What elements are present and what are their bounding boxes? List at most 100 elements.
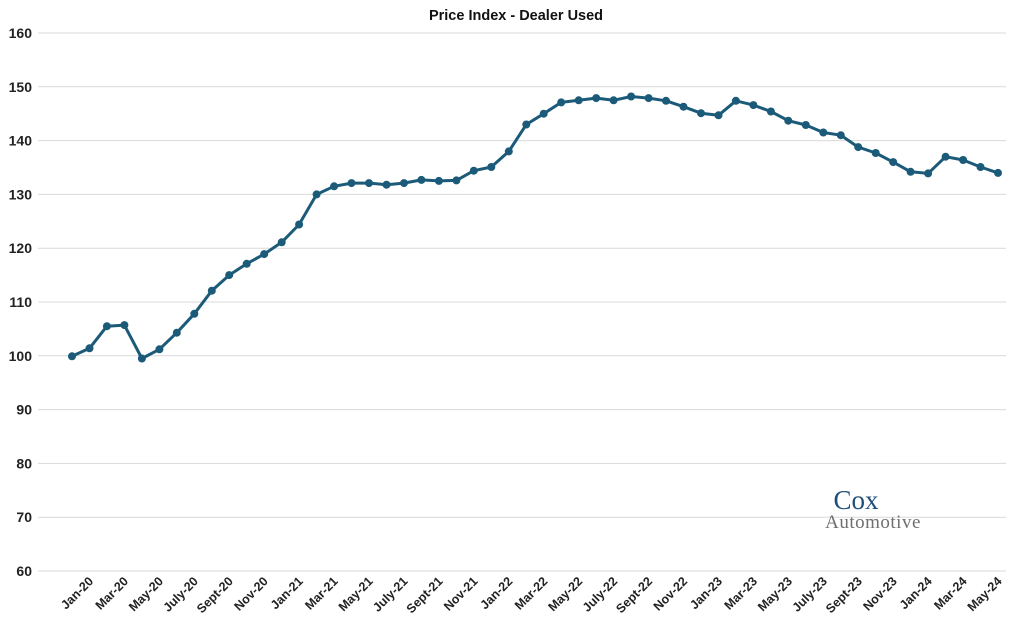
- data-point: [539, 109, 548, 118]
- x-tick-label: Sept-22: [613, 574, 655, 616]
- data-point: [766, 107, 775, 116]
- data-point: [365, 179, 373, 188]
- data-point: [714, 111, 723, 120]
- data-point: [819, 128, 828, 137]
- data-point: [731, 96, 740, 105]
- gridlines: [38, 32, 1006, 572]
- x-tick-label: Nov-22: [651, 574, 690, 613]
- data-point: [784, 116, 793, 125]
- data-point: [382, 180, 391, 189]
- data-point: [347, 179, 356, 188]
- data-point: [400, 179, 408, 188]
- data-point: [504, 147, 513, 156]
- data-point: [260, 250, 269, 259]
- chart-title: Price Index - Dealer Used: [429, 8, 603, 24]
- x-tick-label: July-20: [161, 574, 201, 614]
- data-point: [469, 166, 478, 175]
- data-point: [68, 352, 76, 361]
- data-point: [609, 96, 618, 105]
- x-tick-label: Jan-23: [687, 574, 725, 612]
- data-point: [836, 131, 845, 140]
- y-tick-label: 80: [16, 455, 32, 471]
- data-point: [295, 220, 304, 229]
- data-point: [120, 321, 129, 330]
- data-point: [662, 96, 670, 105]
- x-tick-label: July-21: [370, 574, 410, 614]
- logo-line2: Automotive: [825, 512, 921, 533]
- y-tick-label: 110: [9, 294, 32, 310]
- data-point: [959, 156, 968, 164]
- series-layer: [68, 92, 1002, 363]
- x-tick-label: May-24: [965, 574, 1005, 614]
- x-tick-label: May-22: [545, 574, 585, 614]
- data-point: [137, 354, 146, 363]
- data-point: [207, 286, 216, 295]
- data-point: [749, 101, 758, 110]
- y-tick-label: 70: [16, 509, 32, 525]
- data-point: [697, 109, 705, 118]
- data-point: [522, 120, 531, 129]
- cox-automotive-logo: Cox Automotive: [825, 485, 921, 533]
- data-point: [172, 328, 181, 337]
- x-tick-label: Jan-22: [478, 574, 516, 612]
- data-point: [155, 345, 164, 354]
- x-tick-label: Nov-23: [860, 574, 899, 613]
- data-point: [679, 102, 688, 111]
- data-point: [854, 143, 863, 152]
- data-point: [994, 168, 1002, 177]
- x-tick-label: July-22: [580, 574, 620, 614]
- data-point: [627, 92, 636, 101]
- x-tick-label: May-20: [126, 574, 166, 614]
- x-tick-label: Jan-24: [897, 574, 935, 612]
- data-point: [644, 94, 653, 103]
- x-tick-label: July-23: [790, 574, 830, 614]
- x-tick-label: Sept-20: [194, 574, 236, 616]
- data-point: [592, 94, 601, 103]
- y-tick-label: 160: [9, 25, 33, 41]
- x-tick-label: Sept-23: [823, 574, 865, 616]
- x-tick-label: Mar-24: [931, 574, 969, 612]
- x-tick-label: Sept-21: [404, 574, 446, 616]
- y-tick-label: 140: [9, 133, 33, 149]
- data-point: [557, 98, 566, 107]
- data-point: [924, 169, 933, 178]
- data-point: [242, 259, 251, 268]
- data-point: [889, 158, 898, 167]
- data-point: [906, 167, 915, 176]
- data-point: [330, 182, 339, 191]
- logo-line1: Cox: [833, 485, 879, 515]
- data-point: [871, 149, 880, 157]
- data-point: [452, 176, 461, 185]
- data-point: [574, 96, 583, 105]
- data-point: [277, 238, 286, 247]
- y-tick-label: 60: [16, 563, 32, 579]
- x-tick-label: Mar-20: [93, 574, 131, 612]
- y-tick-label: 120: [9, 240, 33, 256]
- x-tick-label: Nov-21: [441, 574, 480, 613]
- x-tick-label: Jan-21: [268, 574, 306, 612]
- data-point: [225, 271, 234, 280]
- y-tick-label: 100: [9, 348, 33, 364]
- data-point: [976, 163, 985, 171]
- data-point: [487, 163, 496, 171]
- data-point: [434, 176, 443, 185]
- data-point: [312, 190, 321, 199]
- y-tick-label: 150: [9, 79, 33, 95]
- x-tick-label: Nov-20: [231, 574, 270, 613]
- x-tick-label: Mar-23: [722, 574, 760, 612]
- x-axis-ticks: Jan-20Mar-20May-20July-20Sept-20Nov-20Ja…: [58, 574, 1004, 616]
- data-point: [417, 175, 426, 184]
- x-tick-label: May-23: [755, 574, 795, 614]
- data-point: [85, 344, 94, 353]
- series-line: [71, 95, 999, 360]
- y-tick-label: 90: [16, 402, 32, 418]
- data-point: [102, 322, 111, 331]
- x-tick-label: Jan-20: [58, 574, 96, 612]
- x-tick-label: Mar-21: [302, 574, 340, 612]
- data-point: [190, 309, 199, 318]
- data-point: [801, 121, 810, 129]
- y-axis-ticks: 60 70 80 90 100 110 120 130 140 150 160: [9, 25, 33, 579]
- x-tick-label: Mar-22: [512, 574, 550, 612]
- x-tick-label: May-21: [336, 574, 376, 614]
